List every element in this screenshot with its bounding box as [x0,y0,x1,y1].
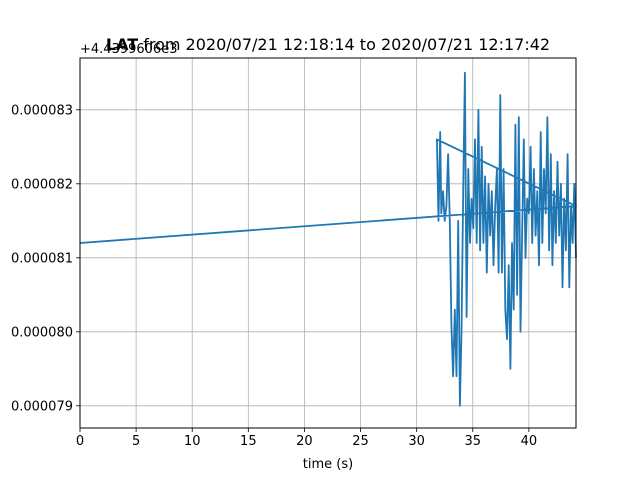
y-tick-label: 0.000082 [11,177,73,192]
x-tick-label: 40 [521,434,538,449]
x-tick-label: 25 [352,434,369,449]
series-line-0 [79,71,577,407]
y-offset-label: +4.4399606e3 [80,42,177,57]
chart-title-bold: LAT [106,35,138,54]
y-tick-label: 0.000080 [11,325,73,340]
x-tick-label: 20 [296,434,313,449]
x-tick-label: 0 [76,434,84,449]
chart-title-rest: from 2020/07/21 12:18:14 to 2020/07/21 1… [138,35,550,54]
x-axis-label: time (s) [303,457,353,472]
grid [79,58,576,428]
x-tick-label: 35 [464,434,481,449]
x-tick-label: 15 [240,434,257,449]
chart-title: LAT from 2020/07/21 12:18:14 to 2020/07/… [106,35,550,54]
y-tick-label: 0.000083 [11,103,73,118]
x-tick-label: 5 [132,434,140,449]
x-tick-label: 30 [408,434,425,449]
series-group [79,71,577,407]
plot-area-frame [79,57,577,429]
y-axis-ticks: 0.000079 0.000080 0.000081 0.000082 0.000083 [11,103,80,414]
x-tick-label: 10 [184,434,201,449]
y-tick-label: 0.000079 [11,399,73,414]
x-axis-ticks: 0 5 10 15 20 25 30 35 40 [76,428,537,449]
y-tick-label: 0.000081 [11,251,73,266]
